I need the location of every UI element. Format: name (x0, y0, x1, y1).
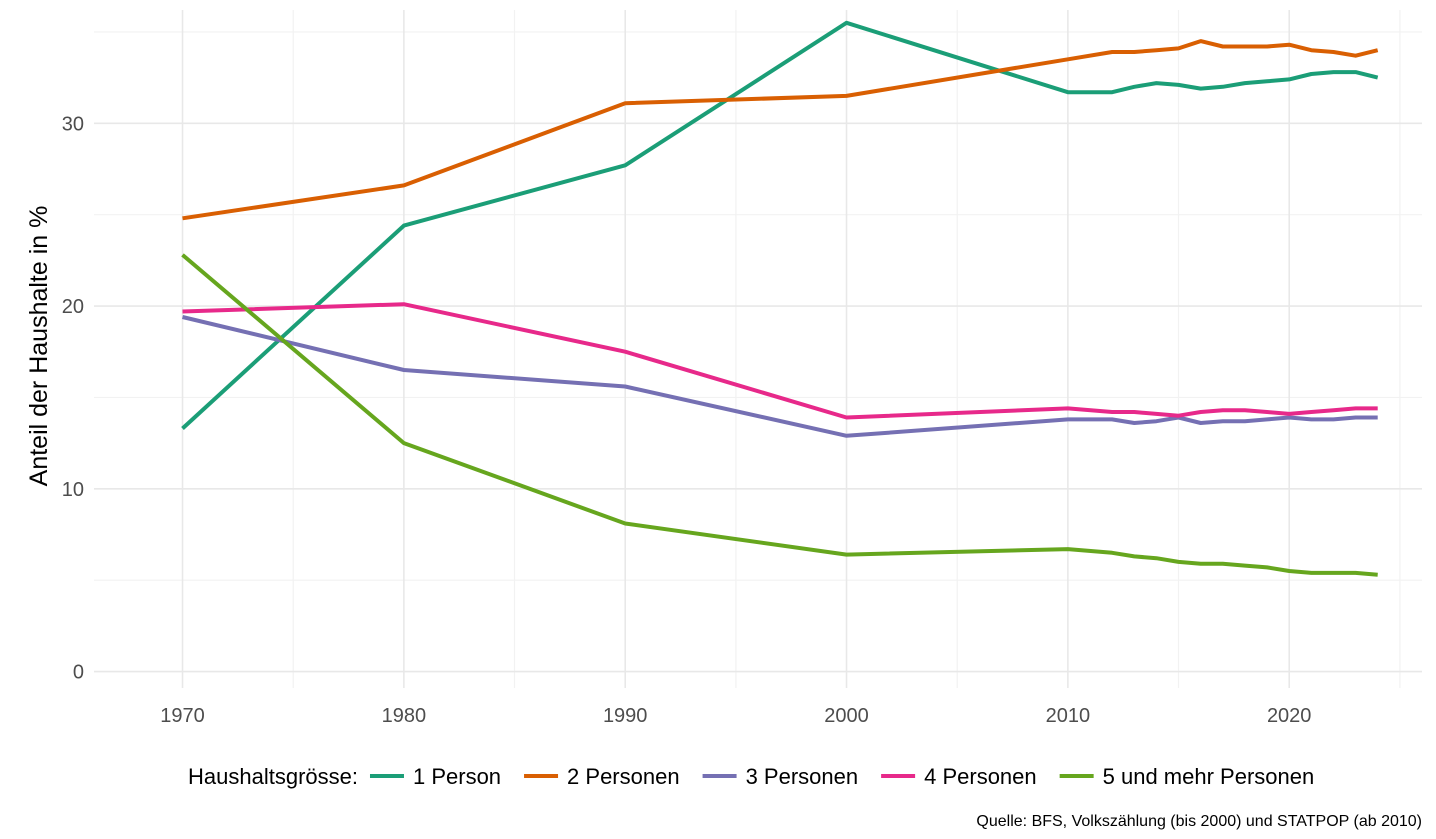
series-lines (181, 20, 1379, 577)
y-axis-ticks: 0 10 20 30 (62, 113, 84, 683)
caption: Quelle: BFS, Volkszählung (bis 2000) und… (976, 813, 1422, 830)
y-tick-label: 10 (62, 479, 84, 501)
legend-label: 5 und mehr Personen (1103, 764, 1315, 789)
series-line (182, 315, 1378, 438)
series-line (182, 39, 1379, 221)
x-tick-label: 2000 (824, 705, 869, 727)
x-tick-label: 1970 (160, 705, 205, 727)
legend-label: 1 Person (413, 764, 501, 789)
y-tick-label: 0 (73, 662, 84, 684)
series-line (182, 302, 1378, 420)
x-tick-label: 1980 (382, 705, 427, 727)
legend: Haushaltsgrösse: 1 Person 2 Personen 3 Per… (188, 764, 1314, 789)
series-line (181, 253, 1378, 577)
y-axis-title: Anteil der Haushalte in % (25, 206, 53, 487)
x-tick-label: 1990 (603, 705, 648, 727)
legend-label: 2 Personen (567, 764, 680, 789)
legend-label: 3 Personen (746, 764, 859, 789)
series-line (181, 20, 1379, 430)
x-tick-label: 2010 (1046, 705, 1091, 727)
x-axis-ticks: 1970 1980 1990 2000 2010 2020 (160, 705, 1311, 727)
x-tick-label: 2020 (1267, 705, 1312, 727)
legend-label: 4 Personen (924, 764, 1037, 789)
y-tick-label: 20 (62, 296, 84, 318)
legend-title: Haushaltsgrösse: (188, 764, 358, 789)
y-tick-label: 30 (62, 113, 84, 135)
